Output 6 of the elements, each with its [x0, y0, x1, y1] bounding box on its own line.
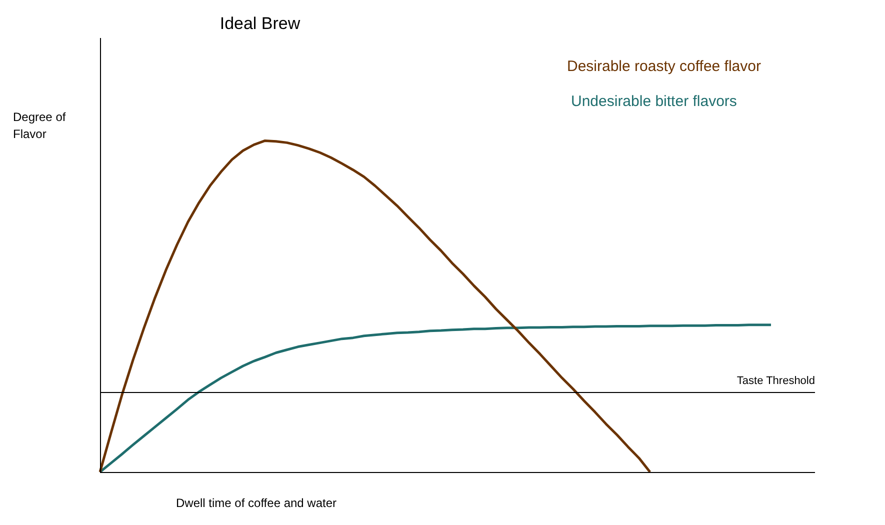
- text: Desirable roasty coffee flavor: [567, 58, 761, 75]
- chart-title: Ideal Brew: [220, 14, 301, 33]
- ref-line-label: Taste Threshold: [736, 375, 815, 388]
- x-axis-title: Dwell time of coffee and water: [176, 496, 337, 510]
- y-axis-title: Degree of Flavor: [13, 110, 66, 141]
- text: Undesirable bitter flavors: [571, 93, 737, 110]
